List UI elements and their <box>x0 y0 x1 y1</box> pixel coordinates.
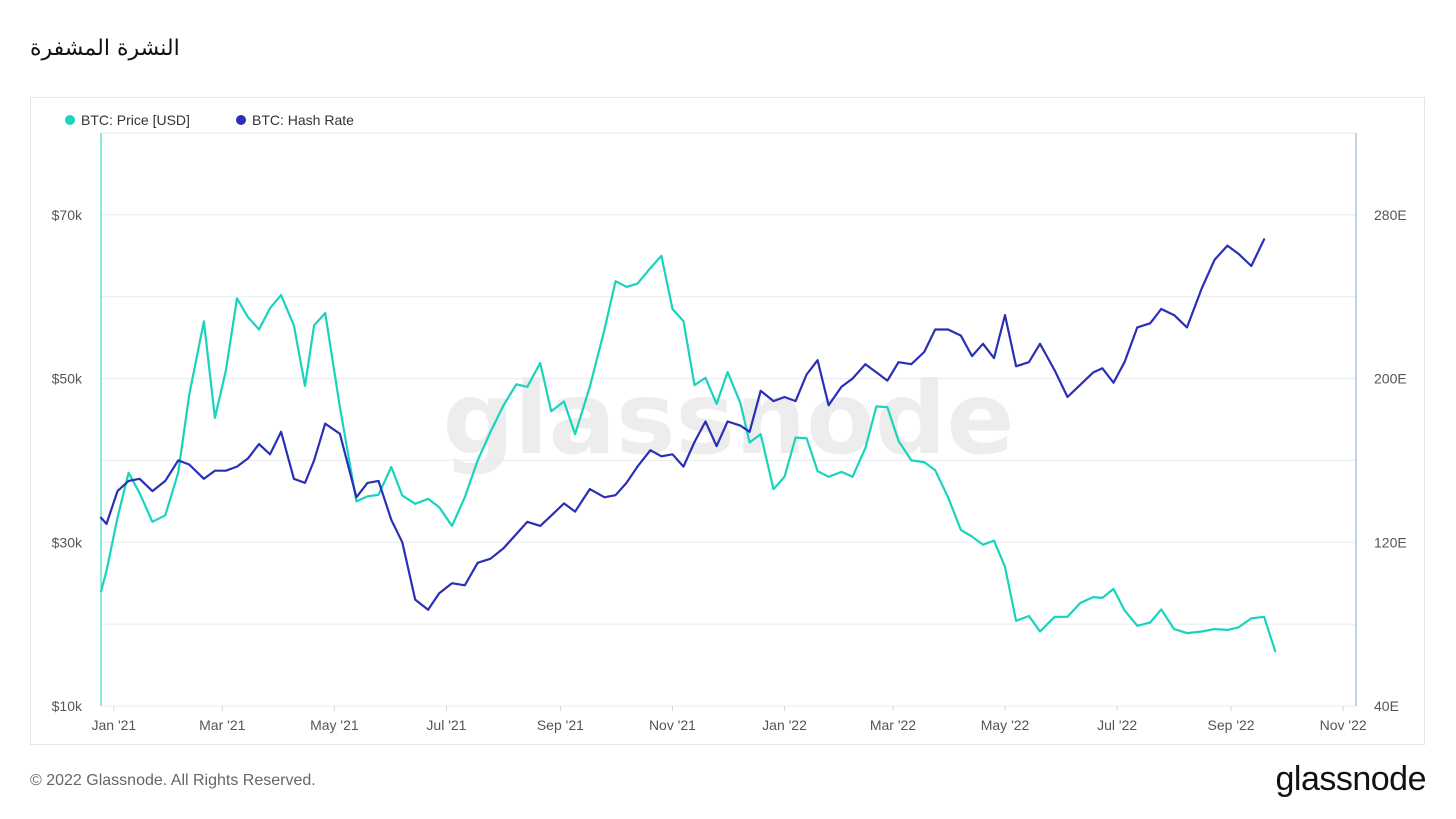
legend-price-label: BTC: Price [USD] <box>81 112 190 128</box>
x-tick-label: Jul '22 <box>1097 717 1137 733</box>
price-hashrate-chart: glassnode $10k $30k $50k $70k 40E 120E 200E 280E… <box>52 112 1407 733</box>
page-title: النشرة المشفرة <box>30 36 180 61</box>
y-left-tick-label: $10k <box>52 698 83 714</box>
x-tick-label: Nov '22 <box>1320 717 1367 733</box>
hashrate-series-line <box>99 238 1266 611</box>
x-tick-label: Mar '22 <box>870 717 916 733</box>
footer-copyright: © 2022 Glassnode. All Rights Reserved. <box>30 772 316 789</box>
x-tick-label: Mar '21 <box>199 717 245 733</box>
legend-price-marker <box>65 115 75 125</box>
y-right-tick-label: 200E <box>1374 371 1407 387</box>
glassnode-logo: glassnode <box>1275 760 1426 798</box>
x-tick-label: Jan '22 <box>762 717 807 733</box>
y-left-tick-label: $70k <box>52 207 83 223</box>
x-tick-label: May '21 <box>310 717 359 733</box>
legend-hashrate-label: BTC: Hash Rate <box>252 112 354 128</box>
legend-hashrate-marker <box>236 115 246 125</box>
x-tick-label: Jan '21 <box>92 717 137 733</box>
y-right-tick-label: 280E <box>1374 207 1407 223</box>
x-tick-label: Sep '22 <box>1208 717 1255 733</box>
price-series-line <box>99 254 1277 653</box>
x-tick-label: May '22 <box>981 717 1030 733</box>
y-right-tick-label: 40E <box>1374 698 1399 714</box>
x-tick-label: Sep '21 <box>537 717 584 733</box>
y-right-tick-label: 120E <box>1374 534 1407 550</box>
chart-frame: glassnode $10k $30k $50k $70k 40E 120E 200E 280E… <box>30 97 1425 745</box>
x-tick-label: Nov '21 <box>649 717 696 733</box>
x-tick-label: Jul '21 <box>426 717 466 733</box>
watermark: glassnode <box>443 360 1015 477</box>
y-left-tick-label: $50k <box>52 371 83 387</box>
y-left-tick-label: $30k <box>52 534 83 550</box>
